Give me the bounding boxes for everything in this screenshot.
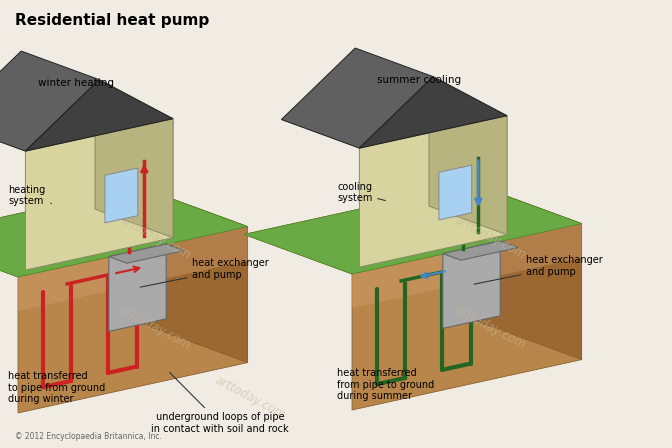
Text: summer cooling: summer cooling — [377, 75, 461, 85]
Polygon shape — [352, 224, 581, 410]
Text: heat exchanger
and pump: heat exchanger and pump — [140, 258, 269, 287]
Polygon shape — [0, 187, 247, 277]
Polygon shape — [429, 87, 507, 235]
Text: heat exchanger
and pump: heat exchanger and pump — [474, 255, 603, 284]
Polygon shape — [105, 168, 138, 223]
Polygon shape — [360, 77, 507, 148]
Polygon shape — [244, 184, 581, 274]
Polygon shape — [474, 184, 581, 360]
Polygon shape — [0, 90, 173, 151]
Polygon shape — [26, 119, 173, 270]
Polygon shape — [140, 187, 247, 362]
Polygon shape — [0, 51, 99, 151]
Polygon shape — [443, 241, 518, 260]
Polygon shape — [352, 224, 581, 308]
Polygon shape — [0, 187, 247, 277]
Polygon shape — [26, 80, 173, 151]
Text: Residential heat pump: Residential heat pump — [15, 13, 209, 28]
Polygon shape — [282, 48, 433, 148]
Text: arttoday.com: arttoday.com — [212, 374, 288, 422]
Text: © 2012 Encyclopaedia Britannica, Inc.: © 2012 Encyclopaedia Britannica, Inc. — [15, 432, 162, 441]
Polygon shape — [360, 116, 507, 267]
Text: arttoday.com: arttoday.com — [118, 214, 193, 262]
Text: heat transferred
from pipe to ground
during summer: heat transferred from pipe to ground dur… — [337, 368, 434, 401]
Text: underground loops of pipe
in contact with soil and rock: underground loops of pipe in contact wit… — [151, 372, 289, 434]
Polygon shape — [109, 244, 184, 263]
Polygon shape — [95, 90, 173, 238]
Polygon shape — [18, 227, 247, 413]
Text: arttoday.com: arttoday.com — [452, 214, 528, 262]
Polygon shape — [18, 227, 247, 311]
Text: winter heating: winter heating — [38, 78, 114, 88]
Polygon shape — [244, 184, 581, 274]
Polygon shape — [443, 241, 500, 328]
Text: cooling
system: cooling system — [337, 182, 386, 203]
Text: heating
system: heating system — [8, 185, 52, 206]
Polygon shape — [439, 165, 472, 220]
Text: arttoday.com: arttoday.com — [452, 304, 528, 352]
Text: heat transferred
to pipe from ground
during winter: heat transferred to pipe from ground dur… — [8, 371, 106, 404]
Polygon shape — [282, 87, 507, 148]
Polygon shape — [109, 244, 166, 332]
Text: arttoday.com: arttoday.com — [118, 304, 193, 352]
